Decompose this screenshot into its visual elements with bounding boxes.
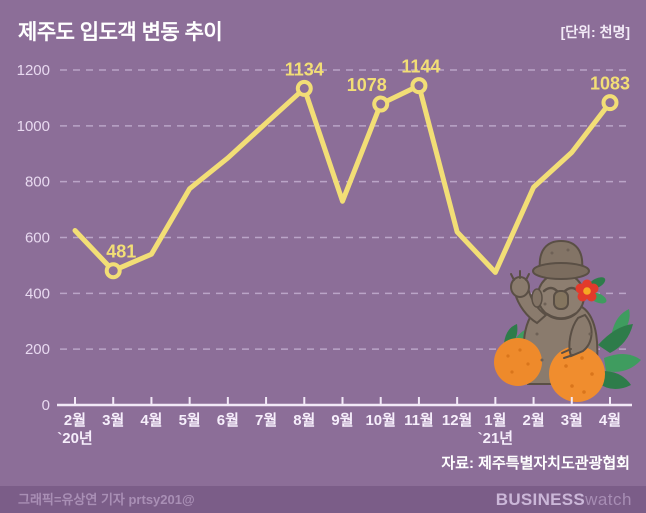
y-axis-label: 0 bbox=[42, 397, 50, 414]
data-point-label: 1083 bbox=[590, 74, 630, 94]
y-axis-label: 1000 bbox=[17, 118, 50, 135]
y-axis-label: 200 bbox=[25, 341, 50, 358]
month-label: 3월 bbox=[561, 412, 583, 429]
logo-watch: watch bbox=[585, 490, 632, 509]
statue-eye bbox=[542, 286, 559, 293]
y-axis-label: 1200 bbox=[17, 62, 50, 79]
statue-freckles bbox=[535, 248, 592, 362]
year-label: `21년 bbox=[478, 430, 513, 447]
leaf-icon bbox=[598, 324, 633, 353]
grid-layer: 0 200 400 600 800 1000 1200 bbox=[17, 62, 632, 414]
tangerine-dots bbox=[506, 348, 530, 374]
line-series bbox=[72, 83, 613, 275]
month-label: 2월 bbox=[522, 412, 544, 429]
tangerine-dots bbox=[564, 356, 594, 394]
statue-fingers bbox=[561, 348, 574, 359]
statue-hat-brim bbox=[532, 262, 590, 280]
data-point-marker bbox=[372, 95, 390, 113]
leaf-icon bbox=[598, 370, 631, 390]
y-axis-label: 600 bbox=[25, 230, 50, 247]
month-label: 11월 bbox=[404, 412, 434, 429]
statue-fingers bbox=[510, 270, 530, 281]
data-point-label: 1144 bbox=[401, 57, 440, 77]
month-label: 9월 bbox=[331, 412, 353, 429]
year-label: `20년 bbox=[57, 430, 92, 447]
dol-hareubang-illustration bbox=[494, 239, 641, 402]
month-label: 3월 bbox=[102, 412, 124, 429]
month-label: 12월 bbox=[442, 412, 473, 429]
month-label: 5월 bbox=[179, 412, 201, 429]
axis-layer: 2월 3월 4월 5월 6월 7월 8월 9월 10월 11월 12월 1월 2월 3월 4월 `20년 `21… bbox=[57, 397, 632, 447]
statue-mustache bbox=[545, 312, 577, 320]
month-label: 10월 bbox=[365, 412, 396, 429]
y-axis-label: 800 bbox=[25, 174, 50, 191]
month-label: 8월 bbox=[293, 412, 315, 429]
y-axis-label: 400 bbox=[25, 285, 50, 302]
month-label: 4월 bbox=[599, 412, 621, 429]
line-chart: 0 200 400 600 800 1000 1200 bbox=[17, 57, 641, 447]
data-point-label: 1078 bbox=[347, 75, 387, 95]
statue-ear bbox=[531, 288, 543, 308]
credit-line: 그래픽=유상연 기자 prtsy201@ bbox=[18, 492, 195, 507]
data-point-label: 481 bbox=[106, 242, 136, 262]
data-point-marker bbox=[601, 94, 619, 112]
data-point-marker bbox=[104, 262, 122, 280]
source-note: 자료: 제주특별자치도관광협회 bbox=[441, 455, 630, 472]
month-label: 2월 bbox=[64, 412, 86, 429]
month-label: 1월 bbox=[484, 412, 506, 429]
footer-band: 그래픽=유상연 기자 prtsy201@ BUSINESSwatch bbox=[0, 486, 646, 513]
tangerine bbox=[549, 346, 605, 402]
logo-business: BUSINESS bbox=[495, 490, 586, 509]
tangerine bbox=[494, 338, 542, 386]
series-layer: 481 1134 1078 1144 1083 bbox=[72, 57, 630, 280]
data-point-marker bbox=[295, 79, 313, 97]
data-point-marker bbox=[410, 77, 428, 95]
businesswatch-logo: BUSINESSwatch bbox=[496, 486, 632, 513]
statue-nose bbox=[553, 290, 569, 310]
leaf-icon bbox=[604, 353, 641, 372]
unit-note: [단위: 천명] bbox=[560, 24, 630, 40]
data-point-label: 1134 bbox=[285, 59, 324, 79]
month-label: 4월 bbox=[140, 412, 162, 429]
month-label: 6월 bbox=[217, 412, 239, 429]
flower-center bbox=[583, 287, 591, 295]
month-label: 7월 bbox=[255, 412, 277, 429]
page-title: 제주도 입도객 변동 추이 bbox=[18, 21, 223, 44]
